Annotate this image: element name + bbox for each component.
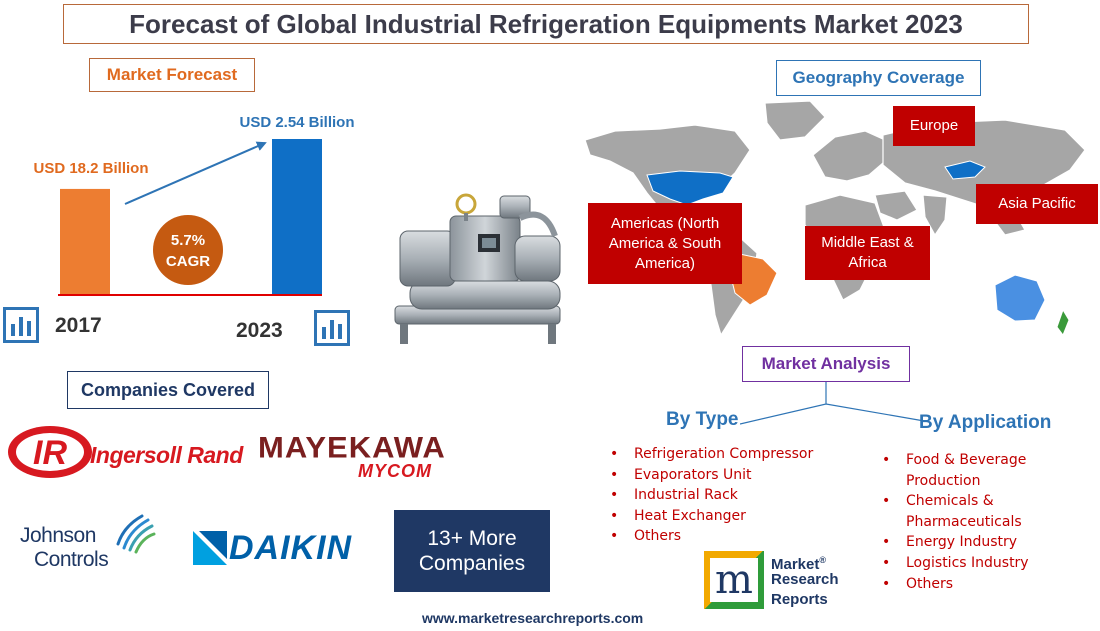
johnson-controls-logo: Johnson Controls: [20, 510, 160, 572]
map-greenland: [764, 100, 826, 141]
companies-heading: Companies Covered: [67, 371, 269, 409]
compressor-illustration: [394, 193, 561, 344]
bar-chart-icon: [3, 307, 39, 343]
map-mongolia-highlight: [944, 160, 986, 180]
more-companies-text: 13+ More Companies: [418, 527, 526, 575]
year-2023: 2023: [236, 319, 283, 342]
forecast-chart: USD 18.2 Billion USD 2.54 Billion 5.7% C…: [33, 114, 355, 296]
johnson-controls-line2: Controls: [34, 548, 109, 571]
svg-text:IR: IR: [33, 434, 67, 472]
mrr-line3: Reports: [771, 591, 828, 608]
year-2017: 2017: [55, 314, 102, 337]
title-box: Forecast of Global Industrial Refrigerat…: [63, 4, 1029, 44]
mayekawa-mycom-text: MYCOM: [358, 461, 432, 481]
registered-mark: ®: [819, 555, 826, 565]
by-application-list: Food & Beverage Production Chemicals & P…: [880, 450, 1050, 594]
daikin-logo: DAIKIN: [193, 527, 368, 571]
map-usa-highlight: [646, 170, 734, 206]
cagr-label: CAGR: [166, 253, 210, 270]
list-item: Heat Exchanger: [608, 506, 848, 527]
list-item: Industrial Rack: [608, 485, 848, 506]
bar-2017: [60, 188, 110, 295]
market-analysis-heading: Market Analysis: [742, 346, 910, 382]
mrr-logo: m Market® Research Reports: [704, 549, 844, 613]
data-label-2017: USD 18.2 Billion: [33, 160, 148, 177]
ingersoll-rand-logo: IR Ingersoll Rand: [6, 424, 243, 484]
map-australia-highlight: [994, 274, 1046, 322]
mrr-mark: m: [704, 551, 764, 609]
map-india: [922, 194, 948, 237]
list-item: Logistics Industry: [880, 553, 1050, 574]
daikin-text: DAIKIN: [229, 529, 353, 567]
list-item: Refrigeration Compressor: [608, 444, 848, 465]
region-middle-east-africa: Middle East & Africa: [805, 226, 930, 280]
bar-2023: [272, 139, 322, 295]
bar-chart-icon: [314, 310, 350, 346]
list-item: Others: [880, 574, 1050, 595]
by-type-list: Refrigeration Compressor Evaporators Uni…: [608, 444, 848, 547]
by-application-heading: By Application: [919, 412, 1052, 433]
region-americas: Americas (North America & South America): [588, 203, 742, 284]
list-item: Energy Industry: [880, 532, 1050, 553]
johnson-controls-emblem: [116, 514, 156, 554]
geography-heading: Geography Coverage: [776, 60, 981, 96]
mayekawa-logo: MAYEKAWA MYCOM: [258, 430, 468, 481]
growth-arrow: [124, 141, 267, 205]
johnson-controls-line1: Johnson: [20, 524, 96, 547]
ingersoll-rand-mark: IR: [8, 426, 92, 478]
data-label-2023: USD 2.54 Billion: [239, 114, 354, 131]
list-item: Food & Beverage Production: [880, 450, 1050, 491]
ingersoll-rand-name: Ingersoll Rand: [90, 442, 243, 468]
list-item: Others: [608, 526, 848, 547]
list-item: Evaporators Unit: [608, 465, 848, 486]
list-item: Chemicals & Pharmaceuticals: [880, 491, 1050, 532]
map-middle-east: [874, 190, 918, 221]
by-type-heading: By Type: [666, 409, 739, 430]
mrr-line1: Market®: [771, 555, 826, 573]
market-forecast-heading: Market Forecast: [89, 58, 255, 92]
mrr-line2: Research: [771, 571, 839, 588]
cagr-circle: [153, 215, 223, 285]
more-companies-box: 13+ More Companies: [394, 510, 550, 592]
daikin-mark: [193, 531, 227, 565]
footer-url[interactable]: www.marketresearchreports.com: [422, 610, 644, 626]
map-new-zealand-highlight: [1056, 308, 1070, 337]
region-europe: Europe: [893, 106, 975, 146]
map-europe: [812, 130, 886, 182]
analysis-connector: [740, 382, 931, 425]
cagr-value: 5.7%: [171, 232, 205, 249]
region-asia-pacific: Asia Pacific: [976, 184, 1098, 224]
page-title: Forecast of Global Industrial Refrigerat…: [129, 8, 963, 39]
mayekawa-top-text: MAYEKAWA: [258, 430, 446, 465]
